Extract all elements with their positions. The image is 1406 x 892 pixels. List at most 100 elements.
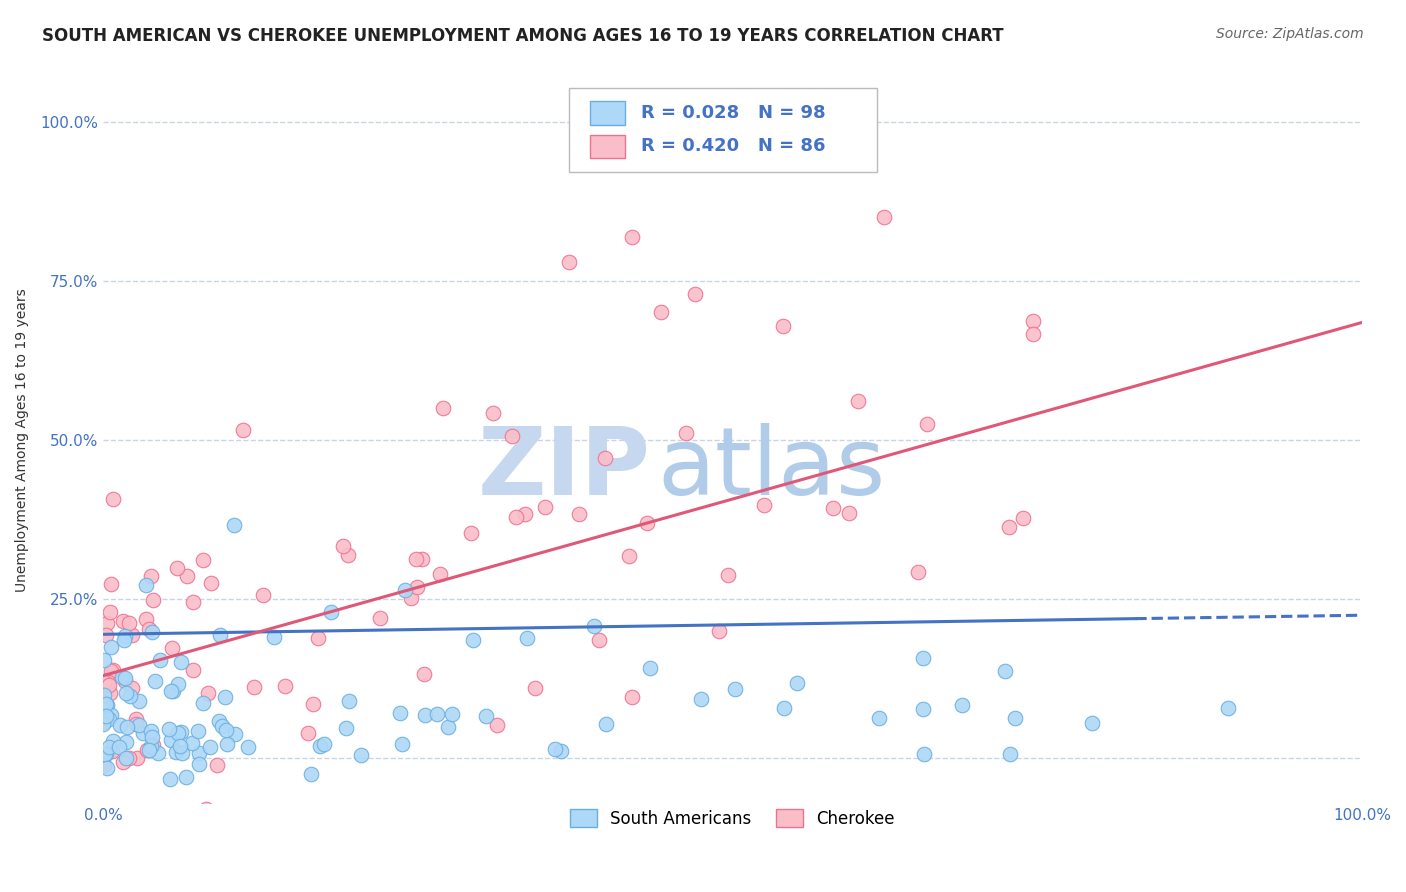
Point	[197, 686, 219, 700]
Point	[98, 686, 121, 700]
Point	[413, 708, 436, 723]
Point	[166, 561, 188, 575]
Point	[100, 640, 122, 655]
Point	[394, 583, 416, 598]
Point	[101, 491, 124, 506]
Point	[111, 755, 134, 769]
Point	[337, 694, 360, 708]
Point	[917, 417, 939, 431]
Point	[1011, 510, 1033, 524]
Point	[636, 516, 658, 531]
Point	[157, 722, 180, 736]
Point	[252, 588, 274, 602]
Point	[689, 692, 711, 706]
Point	[100, 665, 122, 679]
Point	[332, 539, 354, 553]
Point	[208, 714, 231, 728]
Point	[121, 627, 143, 641]
FancyBboxPatch shape	[591, 135, 626, 158]
Point	[232, 423, 254, 437]
Point	[170, 746, 193, 760]
Point	[187, 746, 209, 760]
Point	[558, 255, 581, 269]
Point	[505, 509, 527, 524]
Point	[263, 630, 285, 644]
Point	[523, 681, 546, 695]
Point	[115, 720, 138, 734]
Point	[717, 568, 740, 582]
FancyBboxPatch shape	[591, 102, 626, 125]
Point	[112, 614, 135, 628]
Point	[222, 517, 245, 532]
Point	[350, 747, 373, 762]
Point	[114, 750, 136, 764]
Point	[501, 429, 523, 443]
Point	[93, 674, 115, 689]
Point	[513, 507, 536, 521]
Point	[174, 771, 197, 785]
Point	[214, 690, 236, 704]
Point	[93, 709, 115, 723]
Point	[108, 718, 131, 732]
Point	[170, 724, 193, 739]
Point	[176, 569, 198, 583]
Point	[136, 743, 159, 757]
Point	[181, 663, 204, 677]
Point	[141, 625, 163, 640]
Point	[135, 578, 157, 592]
Point	[94, 697, 117, 711]
Point	[114, 671, 136, 685]
Point	[406, 580, 429, 594]
Point	[114, 628, 136, 642]
Point	[166, 725, 188, 739]
Point	[872, 211, 894, 225]
Point	[724, 681, 747, 696]
Point	[101, 744, 124, 758]
Point	[167, 677, 190, 691]
Point	[93, 688, 115, 702]
Point	[1004, 711, 1026, 725]
Point	[437, 720, 460, 734]
Point	[299, 766, 322, 780]
Point	[159, 732, 181, 747]
Point	[94, 747, 117, 761]
Point	[274, 679, 297, 693]
Point	[786, 676, 808, 690]
Point	[307, 632, 329, 646]
Point	[159, 772, 181, 787]
Point	[115, 686, 138, 700]
Point	[114, 735, 136, 749]
Point	[91, 695, 114, 709]
Point	[412, 667, 434, 681]
Point	[621, 690, 644, 705]
Point	[94, 708, 117, 723]
Point	[195, 802, 218, 816]
Point	[91, 708, 114, 723]
Point	[125, 750, 148, 764]
Point	[165, 746, 187, 760]
Point	[1022, 326, 1045, 341]
Point	[94, 628, 117, 642]
Point	[568, 507, 591, 521]
Point	[125, 713, 148, 727]
Point	[143, 674, 166, 689]
Text: SOUTH AMERICAN VS CHEROKEE UNEMPLOYMENT AMONG AGES 16 TO 19 YEARS CORRELATION CH: SOUTH AMERICAN VS CHEROKEE UNEMPLOYMENT …	[42, 27, 1004, 45]
Point	[650, 305, 672, 319]
Point	[368, 611, 391, 625]
Point	[683, 286, 706, 301]
Point	[159, 683, 181, 698]
Point	[314, 737, 336, 751]
Point	[103, 733, 125, 747]
Point	[141, 593, 163, 607]
Point	[1218, 701, 1240, 715]
Point	[1081, 715, 1104, 730]
Point	[149, 652, 172, 666]
Point	[640, 660, 662, 674]
Point	[96, 615, 118, 630]
Point	[912, 747, 935, 761]
Point	[848, 393, 870, 408]
Point	[200, 740, 222, 755]
Point	[337, 549, 360, 563]
Point	[100, 577, 122, 591]
Point	[191, 696, 214, 710]
